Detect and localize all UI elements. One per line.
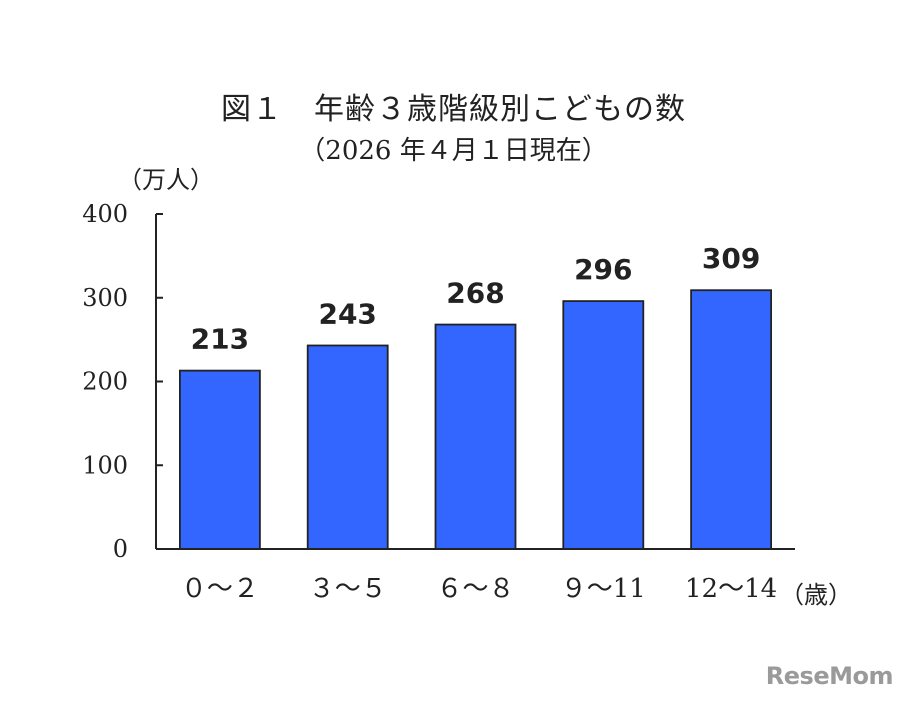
x-category-label: ９～11 — [561, 574, 646, 604]
x-category-label: ３～５ — [309, 574, 387, 604]
bar-value-label: 296 — [574, 253, 632, 286]
bar-value-label: 268 — [446, 277, 504, 310]
bar-value-label: 213 — [191, 323, 249, 356]
resemom-watermark-logo: ReseMom — [765, 662, 894, 690]
x-axis-unit-label: （歳） — [780, 581, 852, 609]
chart-title: 図１ 年齢３歳階級別こどもの数 — [221, 92, 686, 127]
y-axis-ticks: 0 100 200 300 400 — [82, 200, 163, 563]
y-tick-label: 400 — [82, 200, 128, 228]
bar — [178, 369, 261, 550]
x-category-label: ６～８ — [436, 574, 514, 604]
bar — [434, 323, 517, 550]
bar-value-label: 243 — [318, 297, 376, 330]
y-tick-label: 300 — [82, 284, 128, 312]
y-tick-label: 100 — [82, 451, 128, 479]
x-category-label: ０～２ — [181, 574, 259, 604]
bars-layer — [178, 289, 772, 550]
labels-layer: 213 ０～２ 243 ３～５ 268 ６～８ 296 ９～11 309 12～14 — [181, 242, 777, 604]
bar — [690, 289, 772, 550]
y-tick-label: 200 — [82, 368, 128, 396]
y-axis-unit-label: （万人） — [118, 166, 214, 194]
bar — [562, 300, 645, 550]
bar — [306, 344, 389, 550]
bar-value-label: 309 — [702, 242, 760, 275]
y-tick-label: 0 — [113, 535, 128, 563]
x-category-label: 12～14 — [685, 574, 777, 604]
chart-subtitle: （2026 年４月１日現在） — [299, 136, 608, 166]
